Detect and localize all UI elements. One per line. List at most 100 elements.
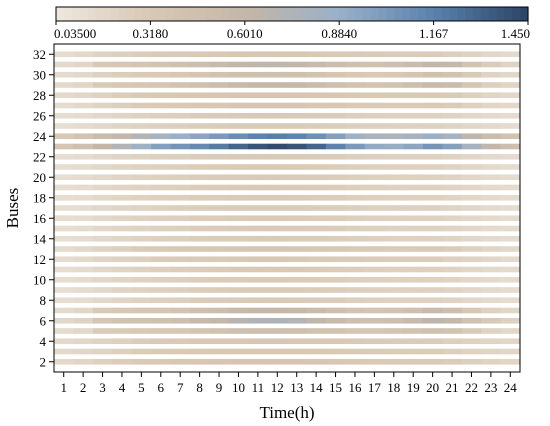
- heatmap-cell: [384, 133, 404, 140]
- heatmap-cell: [500, 246, 521, 252]
- heatmap-cell: [189, 92, 210, 99]
- heatmap-cell: [54, 348, 74, 355]
- colorbar-segment: [315, 7, 325, 21]
- heatmap-cell: [189, 205, 210, 211]
- heatmap-cell: [500, 184, 521, 191]
- heatmap-cell: [287, 174, 307, 181]
- heatmap-cell: [287, 205, 307, 211]
- heatmap-cell: [500, 276, 521, 283]
- heatmap-cell: [461, 317, 482, 324]
- heatmap-cell: [481, 225, 502, 232]
- heatmap-cell: [170, 307, 191, 314]
- y-tick-label: 26: [33, 108, 47, 123]
- heatmap-cell: [209, 123, 230, 129]
- heatmap-cell: [403, 164, 424, 170]
- heatmap-cell: [248, 51, 269, 58]
- heatmap-cell: [209, 317, 230, 324]
- heatmap-cell: [131, 307, 152, 314]
- heatmap-cell: [112, 287, 133, 293]
- heatmap-cell: [364, 256, 385, 263]
- heatmap-cell: [287, 348, 307, 355]
- heatmap-cell: [73, 164, 94, 170]
- colorbar-segment: [221, 7, 230, 21]
- colorbar-segment: [244, 7, 254, 21]
- heatmap-cell: [287, 164, 307, 170]
- colorbar-segment: [268, 7, 277, 21]
- heatmap-cell: [500, 123, 521, 129]
- heatmap-cell: [461, 112, 482, 119]
- colorbar-segment: [174, 7, 183, 21]
- y-tick-label: 32: [33, 47, 46, 62]
- heatmap-cell: [422, 246, 443, 252]
- heatmap-cell: [481, 348, 502, 355]
- heatmap-cell: [325, 123, 346, 129]
- heatmap-cell: [228, 112, 249, 119]
- colorbar-segment: [126, 7, 136, 21]
- heatmap-cell: [364, 328, 385, 334]
- heatmap-cell: [345, 256, 366, 263]
- heatmap-cell: [112, 205, 133, 211]
- heatmap-cell: [92, 82, 113, 88]
- heatmap-cell: [73, 328, 94, 334]
- heatmap-cell: [325, 153, 346, 160]
- heatmap-cell: [345, 82, 366, 88]
- heatmap-cell: [92, 92, 113, 99]
- heatmap-cell: [442, 215, 463, 222]
- heatmap-cell: [248, 194, 269, 201]
- heatmap-cell: [131, 71, 152, 78]
- heatmap-cell: [461, 133, 482, 140]
- heatmap-cell: [306, 112, 327, 119]
- heatmap-cell: [364, 174, 385, 181]
- plot-area: [53, 43, 521, 373]
- heatmap-cell: [228, 215, 249, 222]
- heatmap-cell: [403, 235, 424, 242]
- heatmap-cell: [364, 235, 385, 242]
- colorbar-segment: [433, 7, 443, 21]
- heatmap-cell: [481, 246, 502, 252]
- heatmap-cell: [267, 133, 288, 140]
- heatmap-cell: [403, 102, 424, 109]
- heatmap-cell: [422, 215, 443, 222]
- heatmap-cell: [403, 338, 424, 345]
- heatmap-cell: [228, 348, 249, 355]
- heatmap-cell: [481, 317, 502, 324]
- heatmap-cell: [442, 164, 463, 170]
- colorbar-segment: [118, 7, 128, 21]
- x-axis-title: Time(h): [259, 403, 314, 422]
- heatmap-cell: [189, 112, 210, 119]
- heatmap-cell: [151, 174, 171, 181]
- heatmap-cell: [422, 143, 443, 150]
- heatmap-cell: [131, 266, 152, 273]
- heatmap-cell: [287, 317, 307, 324]
- heatmap-cell: [403, 307, 424, 314]
- heatmap-cell: [287, 123, 307, 129]
- heatmap-cell: [228, 276, 249, 283]
- heatmap-cell: [170, 266, 191, 273]
- heatmap-cell: [403, 133, 424, 140]
- heatmap-cell: [170, 51, 191, 58]
- y-tick-label: 12: [33, 252, 46, 267]
- colorbar-tick-label: 0.03500: [54, 26, 96, 41]
- heatmap-cell: [287, 307, 307, 314]
- heatmap-cell: [481, 307, 502, 314]
- heatmap-cell: [364, 287, 385, 293]
- heatmap-cell: [306, 287, 327, 293]
- heatmap-cell: [325, 256, 346, 263]
- heatmap-cell: [345, 358, 366, 365]
- heatmap-cell: [345, 61, 366, 68]
- heatmap-cell: [54, 194, 74, 201]
- heatmap-cell: [228, 307, 249, 314]
- colorbar-segment: [480, 7, 490, 21]
- heatmap-cell: [500, 297, 521, 304]
- heatmap-cell: [131, 287, 152, 293]
- heatmap-cell: [384, 215, 404, 222]
- heatmap-cell: [364, 164, 385, 170]
- heatmap-cell: [364, 153, 385, 160]
- heatmap-cell: [267, 215, 288, 222]
- heatmap-cell: [384, 328, 404, 334]
- heatmap-cell: [248, 276, 269, 283]
- heatmap-cell: [73, 307, 94, 314]
- heatmap-cell: [306, 348, 327, 355]
- x-tick-label: 1: [60, 380, 67, 395]
- heatmap-cell: [267, 112, 288, 119]
